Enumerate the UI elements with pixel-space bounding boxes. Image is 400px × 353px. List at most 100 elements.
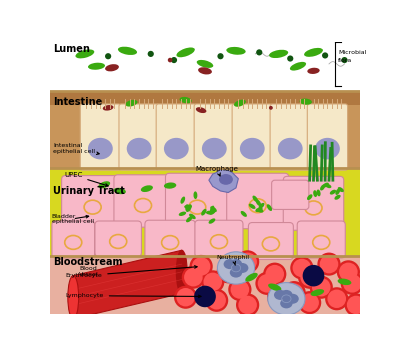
Ellipse shape bbox=[298, 291, 321, 314]
Ellipse shape bbox=[290, 62, 306, 71]
Ellipse shape bbox=[269, 288, 288, 306]
FancyBboxPatch shape bbox=[114, 175, 172, 227]
Ellipse shape bbox=[228, 278, 252, 301]
Ellipse shape bbox=[236, 293, 259, 317]
Polygon shape bbox=[209, 168, 238, 192]
Ellipse shape bbox=[307, 68, 320, 74]
Ellipse shape bbox=[236, 250, 259, 273]
Ellipse shape bbox=[103, 105, 114, 110]
Ellipse shape bbox=[238, 296, 257, 314]
Ellipse shape bbox=[196, 107, 206, 113]
Ellipse shape bbox=[320, 255, 338, 273]
Text: Microbial: Microbial bbox=[338, 50, 367, 55]
Ellipse shape bbox=[218, 53, 224, 59]
Ellipse shape bbox=[337, 260, 360, 283]
Bar bbox=[50, 91, 360, 118]
Ellipse shape bbox=[194, 286, 216, 307]
Ellipse shape bbox=[267, 204, 272, 211]
FancyBboxPatch shape bbox=[62, 175, 124, 229]
Ellipse shape bbox=[322, 52, 328, 59]
FancyBboxPatch shape bbox=[227, 173, 289, 229]
FancyBboxPatch shape bbox=[194, 104, 234, 170]
Ellipse shape bbox=[114, 188, 126, 194]
Text: Macrophage: Macrophage bbox=[196, 166, 238, 176]
Ellipse shape bbox=[267, 286, 290, 309]
Ellipse shape bbox=[176, 288, 195, 306]
Ellipse shape bbox=[343, 274, 362, 293]
Ellipse shape bbox=[209, 209, 216, 215]
Ellipse shape bbox=[141, 185, 153, 192]
Ellipse shape bbox=[176, 48, 195, 57]
Ellipse shape bbox=[263, 263, 286, 286]
FancyBboxPatch shape bbox=[195, 220, 243, 257]
Text: Intestine: Intestine bbox=[53, 97, 102, 107]
Ellipse shape bbox=[268, 283, 305, 315]
Ellipse shape bbox=[168, 58, 172, 62]
Ellipse shape bbox=[171, 57, 177, 63]
Ellipse shape bbox=[300, 293, 319, 312]
FancyBboxPatch shape bbox=[232, 104, 272, 170]
Ellipse shape bbox=[184, 268, 203, 286]
Ellipse shape bbox=[118, 47, 137, 55]
FancyBboxPatch shape bbox=[272, 180, 309, 209]
Ellipse shape bbox=[204, 273, 222, 291]
FancyBboxPatch shape bbox=[248, 222, 293, 259]
Ellipse shape bbox=[316, 190, 321, 196]
Bar bbox=[50, 168, 360, 256]
Ellipse shape bbox=[197, 60, 213, 68]
Ellipse shape bbox=[328, 289, 346, 308]
Ellipse shape bbox=[315, 138, 340, 160]
Ellipse shape bbox=[164, 138, 189, 160]
Ellipse shape bbox=[192, 257, 210, 276]
Ellipse shape bbox=[317, 252, 341, 276]
Text: Lymphocyte: Lymphocyte bbox=[66, 293, 201, 298]
Ellipse shape bbox=[269, 106, 273, 110]
Ellipse shape bbox=[282, 281, 306, 304]
Ellipse shape bbox=[189, 214, 196, 219]
Ellipse shape bbox=[238, 252, 257, 271]
Ellipse shape bbox=[334, 195, 341, 200]
Ellipse shape bbox=[274, 290, 286, 300]
Ellipse shape bbox=[325, 184, 332, 188]
Ellipse shape bbox=[256, 49, 262, 55]
Ellipse shape bbox=[184, 205, 192, 209]
FancyBboxPatch shape bbox=[95, 221, 142, 256]
Ellipse shape bbox=[300, 268, 319, 286]
Text: Intestinal
epithelial cell: Intestinal epithelial cell bbox=[53, 143, 99, 155]
Ellipse shape bbox=[304, 48, 323, 57]
Ellipse shape bbox=[224, 259, 236, 269]
Ellipse shape bbox=[256, 208, 264, 213]
Text: Lumen: Lumen bbox=[53, 43, 90, 54]
Ellipse shape bbox=[88, 138, 113, 160]
FancyBboxPatch shape bbox=[145, 220, 195, 259]
Text: Vessel: Vessel bbox=[80, 272, 99, 277]
Ellipse shape bbox=[269, 50, 288, 58]
Ellipse shape bbox=[180, 197, 185, 204]
Bar bbox=[50, 42, 360, 91]
Text: Erythrocyte: Erythrocyte bbox=[66, 266, 197, 278]
Ellipse shape bbox=[105, 64, 119, 71]
Ellipse shape bbox=[230, 268, 242, 277]
Ellipse shape bbox=[347, 296, 366, 314]
Ellipse shape bbox=[210, 205, 214, 213]
Ellipse shape bbox=[202, 138, 227, 160]
Ellipse shape bbox=[255, 208, 263, 212]
Ellipse shape bbox=[344, 293, 368, 317]
Ellipse shape bbox=[286, 294, 299, 304]
Ellipse shape bbox=[226, 47, 246, 55]
Ellipse shape bbox=[186, 216, 192, 222]
Ellipse shape bbox=[68, 276, 79, 319]
Ellipse shape bbox=[240, 138, 265, 160]
Ellipse shape bbox=[201, 270, 224, 293]
Ellipse shape bbox=[339, 263, 358, 281]
Ellipse shape bbox=[287, 55, 293, 62]
FancyBboxPatch shape bbox=[283, 176, 344, 230]
Bar bbox=[50, 91, 360, 168]
Ellipse shape bbox=[241, 211, 247, 217]
Ellipse shape bbox=[280, 298, 292, 309]
Ellipse shape bbox=[335, 189, 340, 195]
FancyBboxPatch shape bbox=[297, 221, 345, 258]
Ellipse shape bbox=[219, 263, 238, 281]
Ellipse shape bbox=[187, 204, 192, 211]
Ellipse shape bbox=[285, 283, 304, 302]
